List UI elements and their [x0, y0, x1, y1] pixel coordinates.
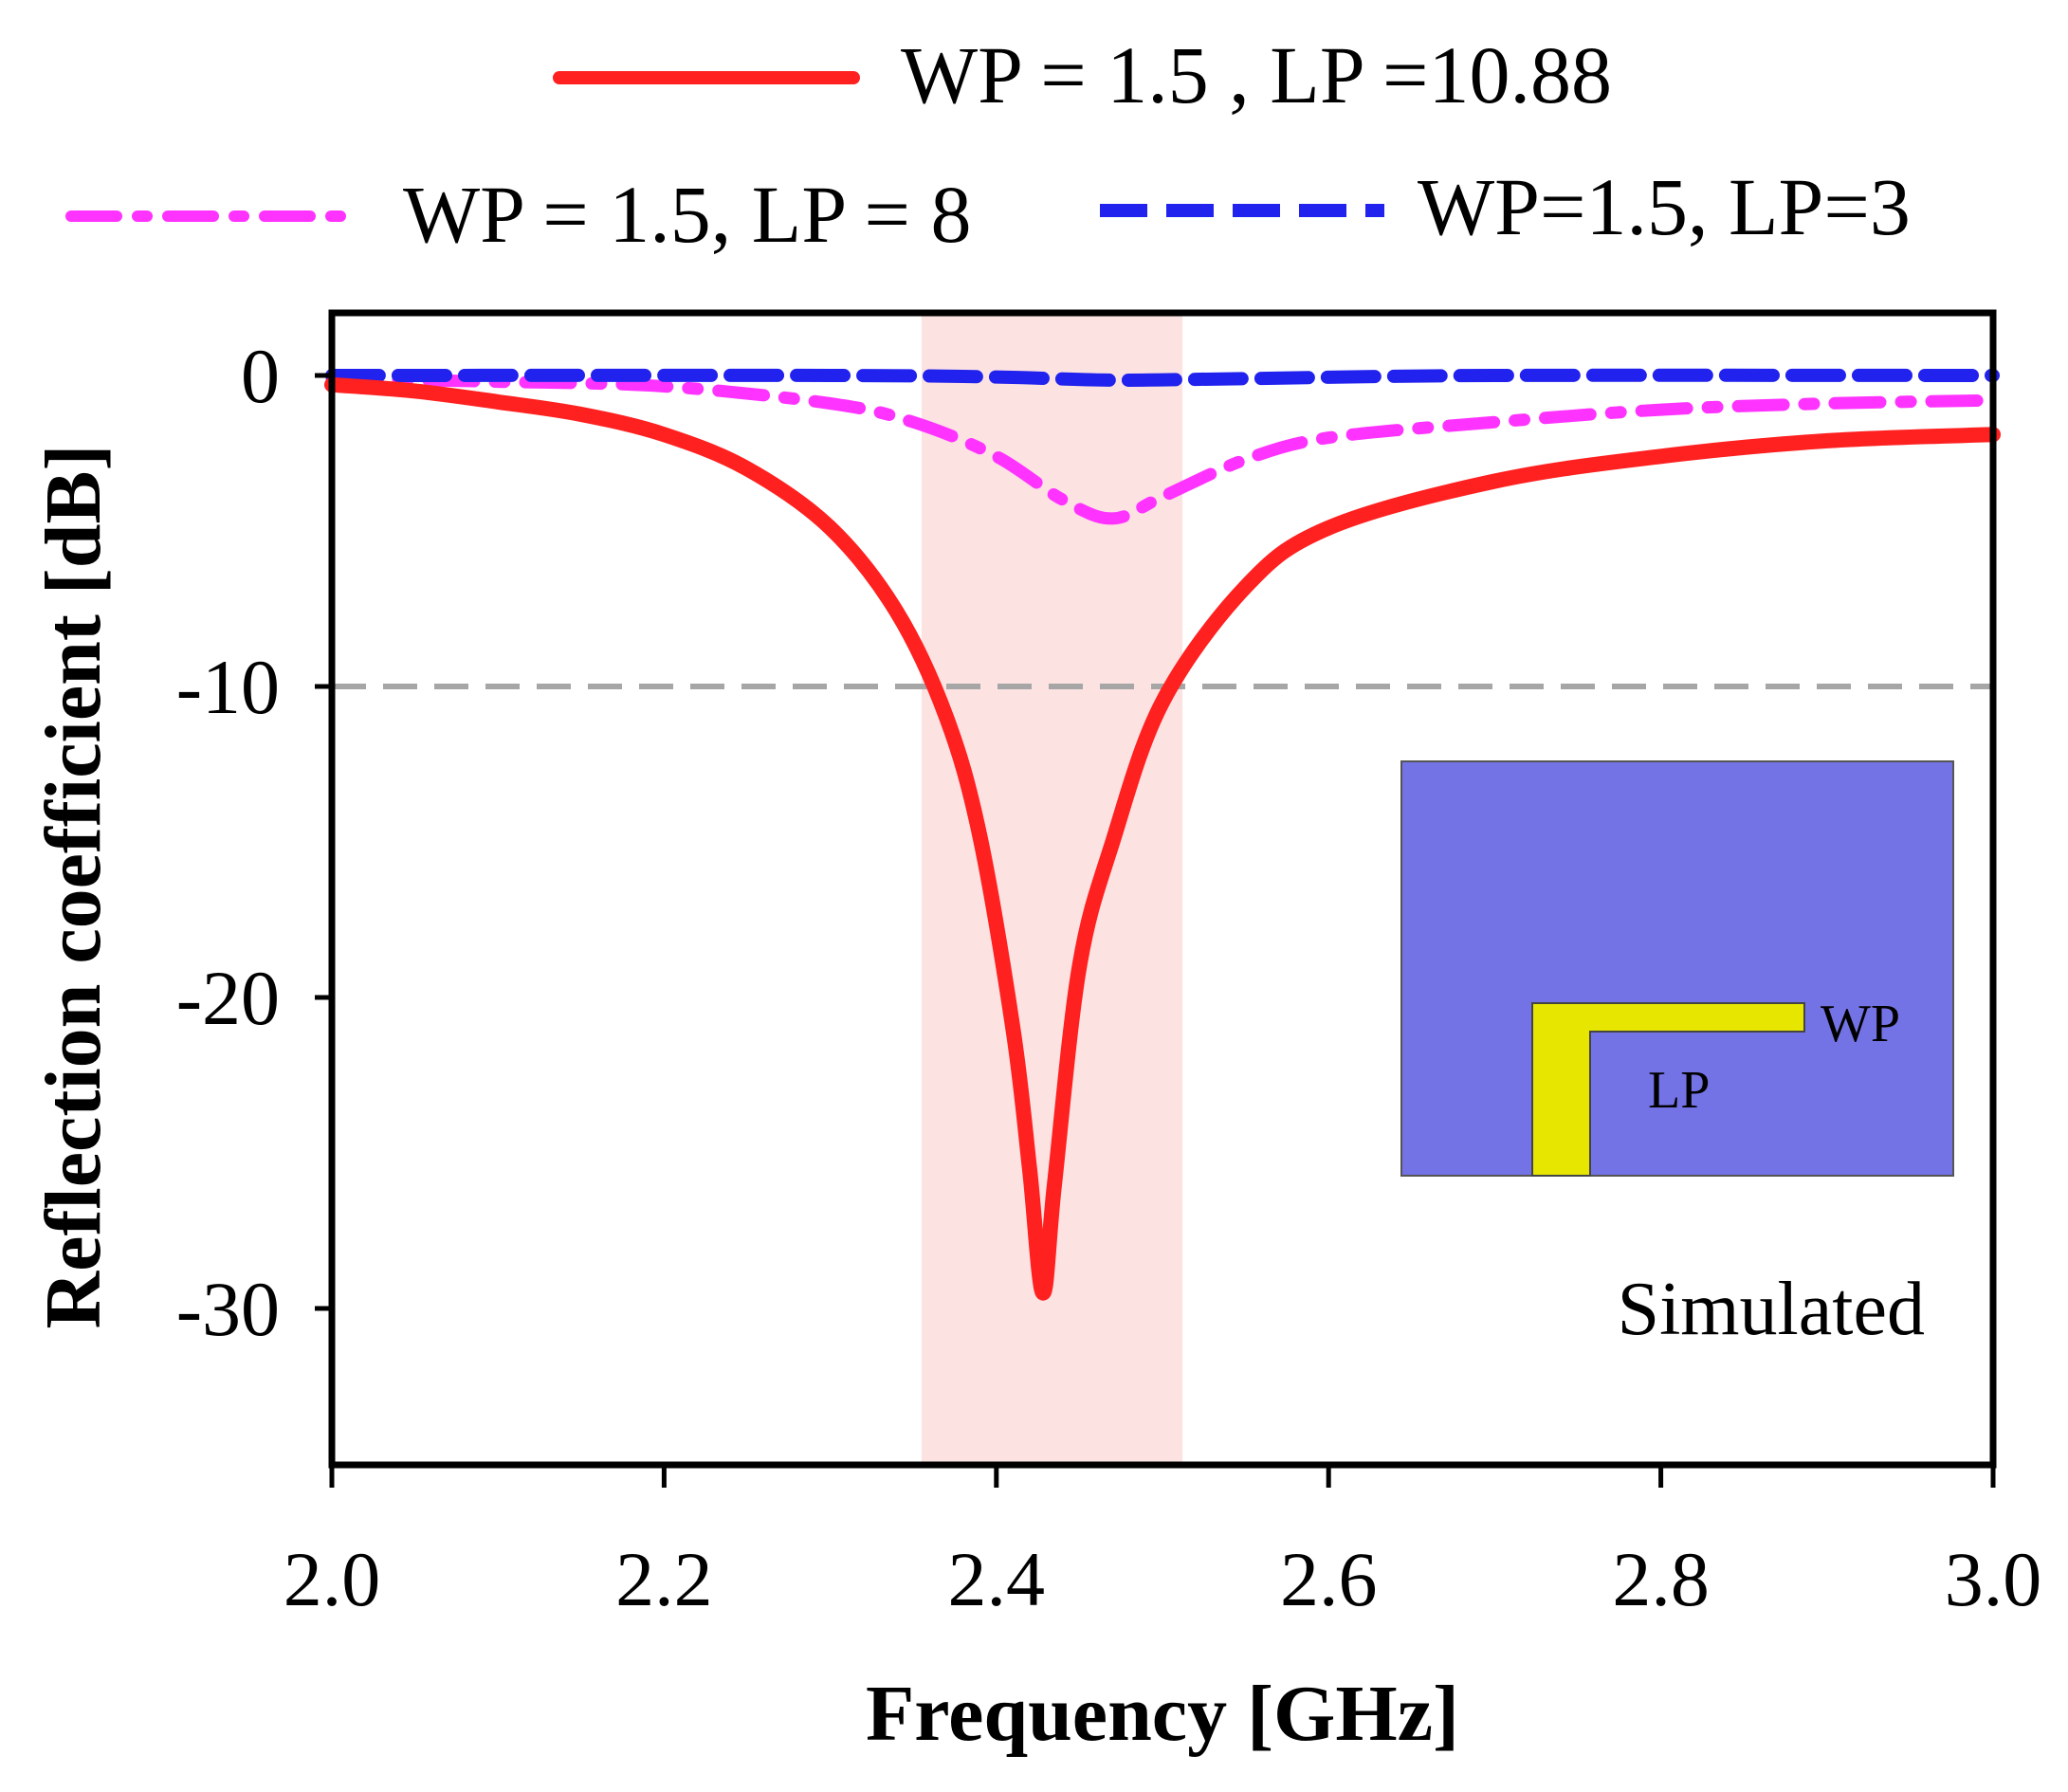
legend-label-series-3: WP=1.5, LP=3	[1418, 161, 1911, 252]
x-tick-label: 2.2	[615, 1536, 713, 1622]
x-axis: 2.0 2.2 2.4 2.6 2.8 3.0	[284, 1465, 2042, 1622]
y-tick-label: -20	[176, 955, 280, 1041]
series-line-wp1.5-lp10.88	[324, 376, 2001, 1301]
highlight-band	[921, 313, 1183, 1465]
y-axis: 0 -10 -20 -30	[176, 333, 332, 1352]
legend-label-series-2: WP = 1.5, LP = 8	[403, 169, 971, 260]
inset-antenna-diagram: WP LP	[1400, 760, 1954, 1177]
inset-label-lp: LP	[1648, 1061, 1710, 1120]
inset-l-shaped-trace	[1531, 1002, 1805, 1177]
inset-label-wp: WP	[1821, 995, 1900, 1053]
series-layer	[324, 368, 2001, 1301]
y-tick-label: -10	[176, 644, 280, 730]
plot-frame	[328, 309, 1997, 1469]
inset-substrate	[1400, 760, 1954, 1177]
y-axis-title: Reflection coefficient [dB]	[29, 445, 118, 1329]
annotation-simulated: Simulated	[1618, 1268, 1925, 1351]
legend-label-series-1: WP = 1.5 , LP =10.88	[901, 29, 1612, 120]
x-tick-label: 3.0	[1945, 1536, 2042, 1622]
x-tick-label: 2.0	[284, 1536, 381, 1622]
legend: WP = 1.5 , LP =10.88 WP = 1.5, LP = 8 WP…	[65, 29, 1911, 260]
y-tick-label: -30	[176, 1266, 280, 1352]
series-line-wp1.5-lp8	[325, 372, 2000, 525]
x-tick-label: 2.6	[1280, 1536, 1378, 1622]
series-line-wp1.5-lp3	[325, 368, 2000, 387]
x-tick-label: 2.4	[948, 1536, 1046, 1622]
y-tick-label: 0	[241, 333, 280, 419]
x-axis-title: Frequency [GHz]	[866, 1670, 1459, 1758]
x-tick-label: 2.8	[1612, 1536, 1710, 1622]
